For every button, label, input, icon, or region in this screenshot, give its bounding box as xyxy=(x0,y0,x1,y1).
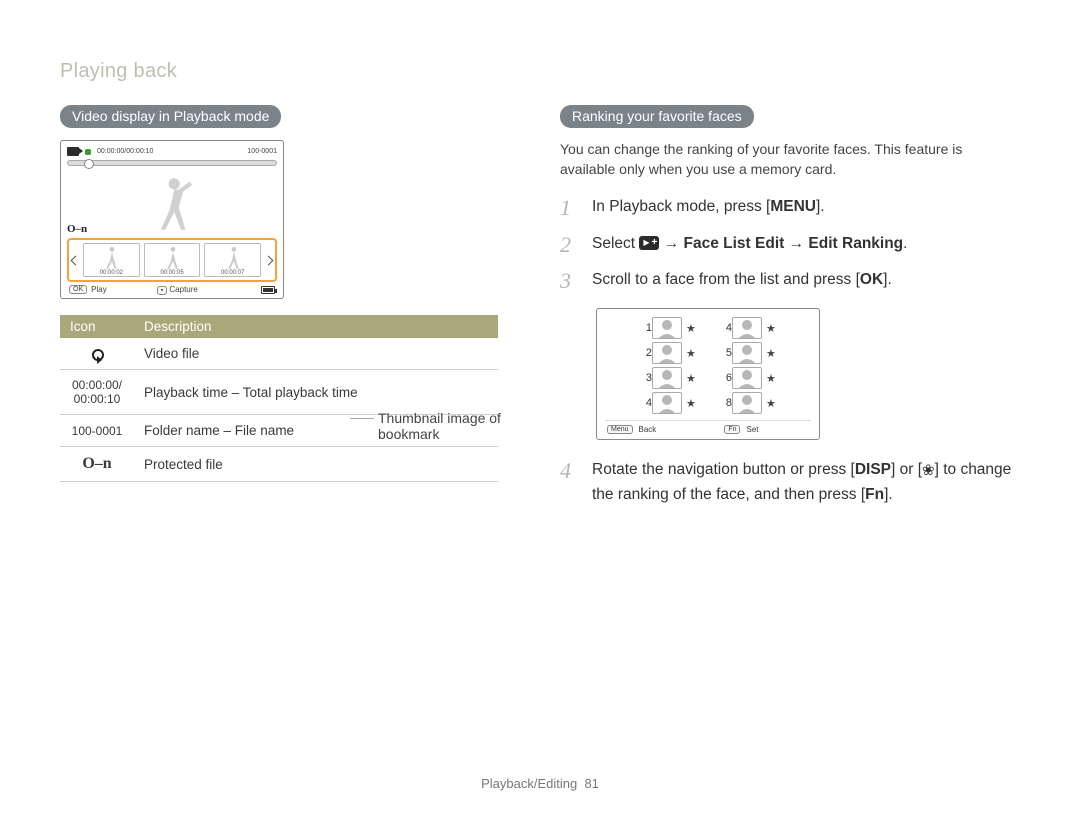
video-file-icon xyxy=(67,147,79,156)
star-icon: ★ xyxy=(686,397,698,410)
desc-video-file: Video file xyxy=(134,338,498,370)
callout-line xyxy=(350,418,374,419)
step-3: Scroll to a face from the list and press… xyxy=(560,268,1020,294)
face-thumb xyxy=(732,367,762,389)
playback-options-icon xyxy=(639,236,659,250)
ok-button-label: OK xyxy=(860,271,883,288)
seek-bar xyxy=(67,160,277,166)
star-icon: ★ xyxy=(766,372,778,385)
desc-protected: Protected file xyxy=(134,447,498,482)
star-icon: ★ xyxy=(766,347,778,360)
face-thumb xyxy=(652,392,682,414)
th-icon: Icon xyxy=(60,315,134,338)
protect-icon: O–n xyxy=(60,447,134,482)
icon-time-pair: 00:00:00/ 00:00:10 xyxy=(60,370,134,415)
face-thumb xyxy=(732,317,762,339)
thumbnail-2: 00:00:05 xyxy=(144,243,201,277)
th-description: Description xyxy=(134,315,498,338)
thumbnail-1: 00:00:02 xyxy=(83,243,140,277)
ok-keycap: OK xyxy=(69,285,87,294)
battery-icon xyxy=(261,286,275,294)
dancer-silhouette-icon xyxy=(149,176,195,232)
star-icon: ★ xyxy=(766,322,778,335)
protect-icon: O–n xyxy=(67,223,87,235)
macro-flower-icon: ❀ xyxy=(922,460,935,483)
back-label: Back xyxy=(639,425,657,434)
star-icon: ★ xyxy=(686,347,698,360)
video-playback-mock: 00:00:00/00:00:10 100-0001 O–n 00:00:02 xyxy=(60,140,284,299)
face-thumb xyxy=(732,392,762,414)
thumbnail-caption: Thumbnail image of bookmark xyxy=(378,410,520,442)
chevron-right-icon xyxy=(264,255,274,265)
folder-file-label: 100-0001 xyxy=(247,148,277,155)
page-footer: Playback/Editing 81 xyxy=(0,776,1080,791)
step-2: Select → Face List Edit → Edit Ranking. xyxy=(560,232,1020,258)
bookmark-thumbnails: 00:00:02 00:00:05 00:00:07 xyxy=(67,238,277,282)
chevron-left-icon xyxy=(71,255,81,265)
section-heading-video: Video display in Playback mode xyxy=(60,105,281,128)
capture-label: Capture xyxy=(169,285,197,294)
record-dot-icon xyxy=(85,149,91,155)
icon-folder-file: 100-0001 xyxy=(60,415,134,447)
star-icon: ★ xyxy=(686,372,698,385)
section-heading-ranking: Ranking your favorite faces xyxy=(560,105,754,128)
step-1: In Playback mode, press [MENU]. xyxy=(560,195,1020,221)
star-icon: ★ xyxy=(686,322,698,335)
intro-text: You can change the ranking of your favor… xyxy=(560,140,1020,179)
thumbnail-3: 00:00:07 xyxy=(204,243,261,277)
fn-button-label: Fn xyxy=(865,486,884,503)
play-label: Play xyxy=(91,285,107,294)
disp-button-label: DISP xyxy=(855,461,891,478)
face-thumb xyxy=(652,367,682,389)
set-label: Set xyxy=(746,425,758,434)
face-thumb xyxy=(652,317,682,339)
star-icon: ★ xyxy=(766,397,778,410)
face-ranking-mock: 1 ★ 4 ★ 2 ★ 5 ★ 3 ★ 6 xyxy=(596,308,820,440)
fn-keycap: Fn xyxy=(724,425,740,434)
menu-keycap: Menu xyxy=(607,425,633,434)
capture-half: ▪ Capture xyxy=(157,285,198,294)
playback-time-label: 00:00:00/00:00:10 xyxy=(97,148,153,155)
page-title: Playing back xyxy=(60,60,1020,83)
icon-description-table: Icon Description Video file 00:00:00/ 00… xyxy=(60,315,498,482)
face-thumb xyxy=(652,342,682,364)
face-thumb xyxy=(732,342,762,364)
desc-playback-time: Playback time – Total playback time xyxy=(134,370,498,415)
step-4: Rotate the navigation button or press [D… xyxy=(560,458,1020,506)
shutter-keycap: ▪ xyxy=(157,286,167,295)
menu-button-label: MENU xyxy=(770,198,816,215)
